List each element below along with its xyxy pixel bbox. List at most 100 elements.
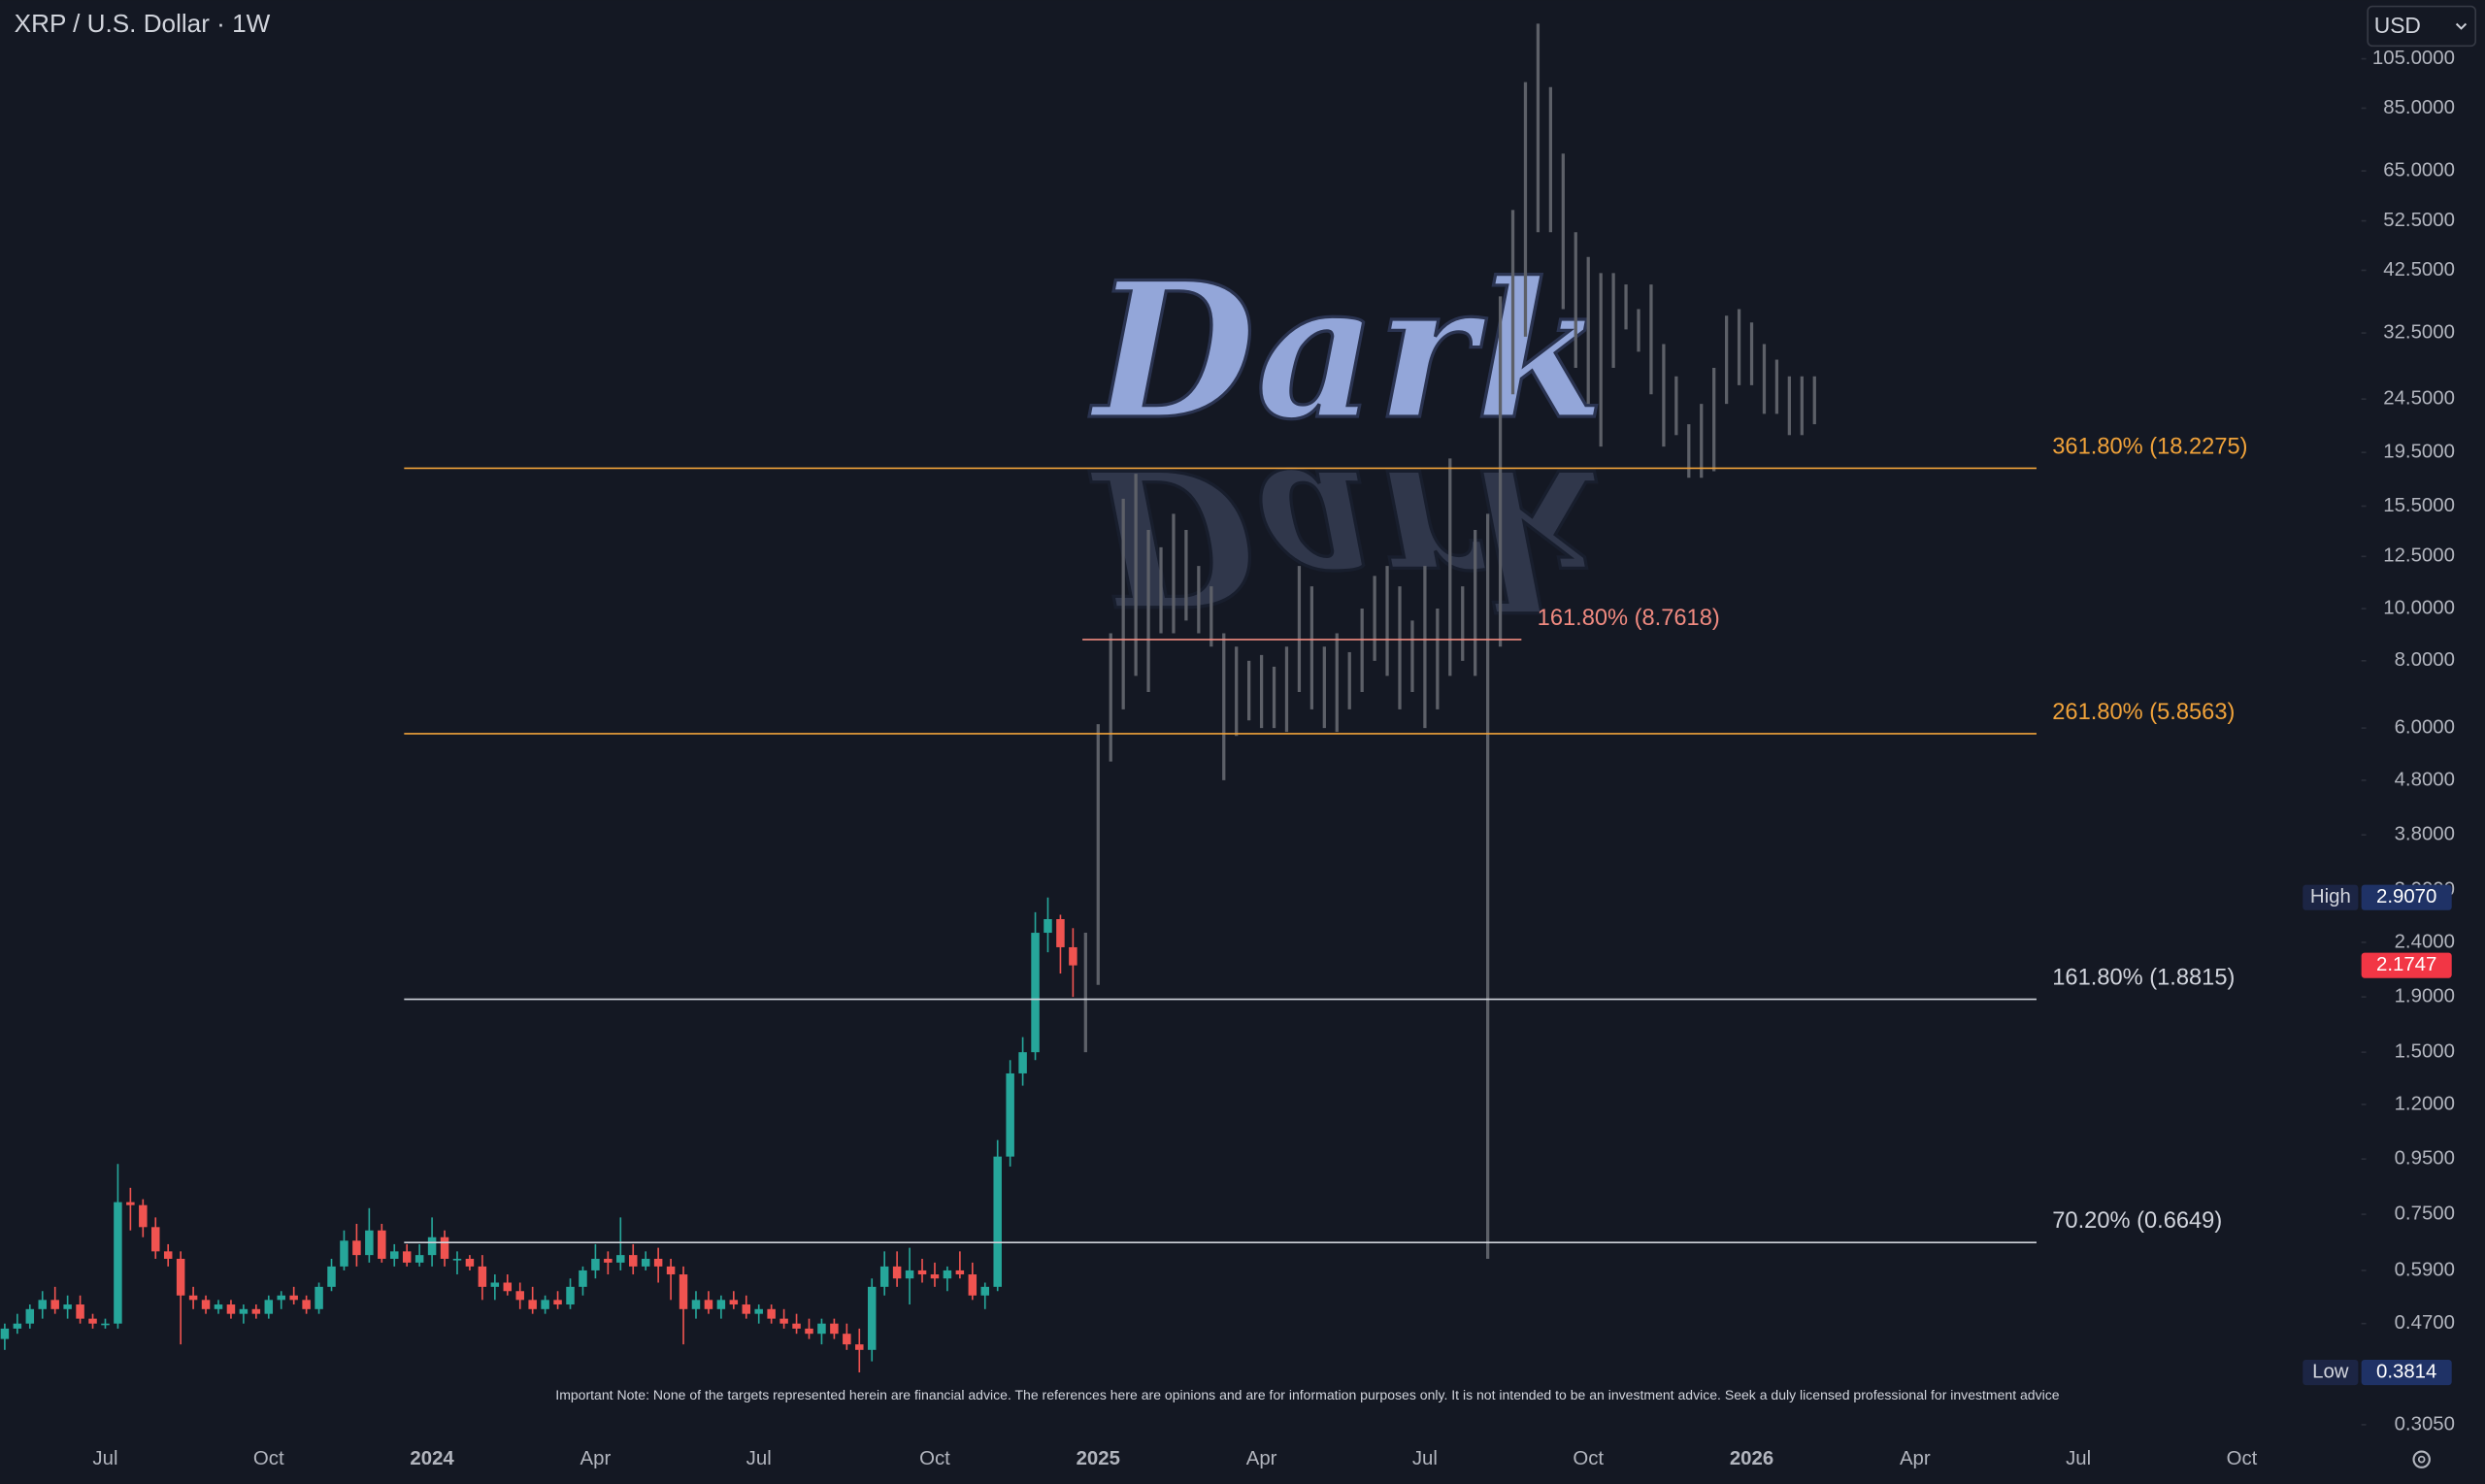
candle-body xyxy=(541,1300,549,1309)
low-value: 0.3814 xyxy=(2376,1361,2436,1382)
level-label: 70.20% (0.6649) xyxy=(2052,1208,2222,1234)
settings-icon-center[interactable] xyxy=(2417,1455,2426,1464)
candle-body xyxy=(704,1300,713,1309)
currency-select[interactable] xyxy=(2367,5,2477,48)
high-value-box xyxy=(2361,884,2452,910)
low-value-box xyxy=(2361,1359,2452,1386)
candle-body xyxy=(993,1156,1002,1287)
candle-body xyxy=(905,1270,914,1279)
candle-body xyxy=(50,1300,59,1309)
candle-body xyxy=(579,1270,587,1287)
candle-body xyxy=(13,1323,22,1329)
candle-body xyxy=(1031,933,1040,1053)
candle-body xyxy=(1056,919,1065,947)
y-tick-label: 65.0000 xyxy=(2383,159,2455,181)
candle-body xyxy=(365,1230,374,1256)
candle-body xyxy=(478,1266,487,1287)
x-tick-label: 2025 xyxy=(1077,1448,1120,1469)
settings-icon[interactable] xyxy=(2412,1450,2431,1468)
candle-body xyxy=(830,1323,839,1335)
candle-body xyxy=(289,1295,298,1301)
y-tick-label: 42.5000 xyxy=(2383,259,2455,280)
candle-body xyxy=(729,1300,739,1305)
candle-body xyxy=(201,1300,211,1309)
candle-body xyxy=(88,1318,97,1324)
candle-body xyxy=(528,1300,537,1309)
candle-body xyxy=(139,1204,148,1228)
candle-body xyxy=(340,1240,348,1267)
candle-body xyxy=(101,1323,110,1326)
candle-body xyxy=(943,1270,952,1279)
y-tick-label: 1.9000 xyxy=(2395,986,2455,1007)
candle-body xyxy=(553,1300,562,1305)
candle-body xyxy=(679,1274,688,1309)
y-tick-label: 6.0000 xyxy=(2395,717,2455,739)
candle-body xyxy=(566,1286,575,1305)
candle-body xyxy=(792,1323,801,1329)
candle-body xyxy=(277,1295,285,1301)
candle-body xyxy=(879,1266,889,1287)
candle-body xyxy=(767,1308,776,1319)
x-tick-label: 2026 xyxy=(1730,1448,1773,1469)
candle-body xyxy=(1006,1072,1014,1157)
candle-body xyxy=(126,1202,135,1205)
candle-body xyxy=(1069,946,1077,966)
y-tick-label: 2.4000 xyxy=(2395,931,2455,952)
candle-body xyxy=(251,1308,261,1314)
candle-body xyxy=(691,1300,701,1309)
candle-body xyxy=(226,1304,236,1314)
chevron[interactable] xyxy=(2455,22,2468,30)
candle-body xyxy=(414,1255,424,1263)
candle-body xyxy=(239,1308,248,1314)
x-tick-label: 2024 xyxy=(410,1448,454,1469)
high-value: 2.9070 xyxy=(2376,886,2436,907)
candle-body xyxy=(327,1266,336,1287)
candle-body xyxy=(629,1255,638,1267)
x-tick-label: Jul xyxy=(1412,1448,1438,1469)
candle-body xyxy=(427,1237,437,1256)
disclaimer: Important Note: None of the targets repr… xyxy=(555,1387,2059,1402)
candle-body xyxy=(653,1258,663,1267)
x-tick-label: Apr xyxy=(1246,1448,1277,1469)
y-tick-label: 8.0000 xyxy=(2395,649,2455,671)
y-tick-label: 1.5000 xyxy=(2395,1041,2455,1063)
candle-body xyxy=(76,1304,84,1319)
level-label: 361.80% (18.2275) xyxy=(2052,434,2247,459)
x-tick-label: Apr xyxy=(1900,1448,1931,1469)
level-label: 261.80% (5.8563) xyxy=(2052,700,2235,725)
candle-body xyxy=(779,1318,788,1324)
y-tick-label: 52.5000 xyxy=(2383,210,2455,231)
level-label: 161.80% (8.7618) xyxy=(1538,606,1720,631)
y-tick-label: 24.5000 xyxy=(2383,388,2455,410)
y-tick-label: 0.9500 xyxy=(2395,1148,2455,1170)
candle-body xyxy=(805,1328,813,1335)
y-tick-label: 1.2000 xyxy=(2395,1093,2455,1114)
candle-body xyxy=(843,1334,851,1345)
candle-body xyxy=(378,1230,386,1259)
x-tick-label: Oct xyxy=(919,1448,950,1469)
x-tick-label: Oct xyxy=(2227,1448,2258,1469)
y-tick-label: 12.5000 xyxy=(2383,545,2455,567)
candle-body xyxy=(666,1266,676,1275)
candle-body xyxy=(25,1308,35,1324)
y-tick-label: 0.3050 xyxy=(2395,1413,2455,1435)
y-tick-label: 3.8000 xyxy=(2395,824,2455,845)
low-label: Low xyxy=(2312,1361,2349,1382)
x-tick-label: Jul xyxy=(746,1448,772,1469)
last-price: 2.1747 xyxy=(2376,954,2436,975)
candle-body xyxy=(490,1282,500,1287)
x-tick-label: Jul xyxy=(2066,1448,2091,1469)
y-tick-label: 85.0000 xyxy=(2383,97,2455,118)
candle-body xyxy=(817,1323,826,1335)
y-tick-label: 0.5900 xyxy=(2395,1259,2455,1280)
candle-body xyxy=(591,1258,600,1270)
candle-body xyxy=(352,1240,361,1256)
candle-body xyxy=(114,1202,122,1324)
last-price-box xyxy=(2361,952,2452,978)
candle-body xyxy=(616,1255,625,1263)
candle-body xyxy=(440,1237,449,1259)
candle-body xyxy=(1018,1052,1027,1073)
currency-label[interactable]: USD xyxy=(2374,13,2421,38)
